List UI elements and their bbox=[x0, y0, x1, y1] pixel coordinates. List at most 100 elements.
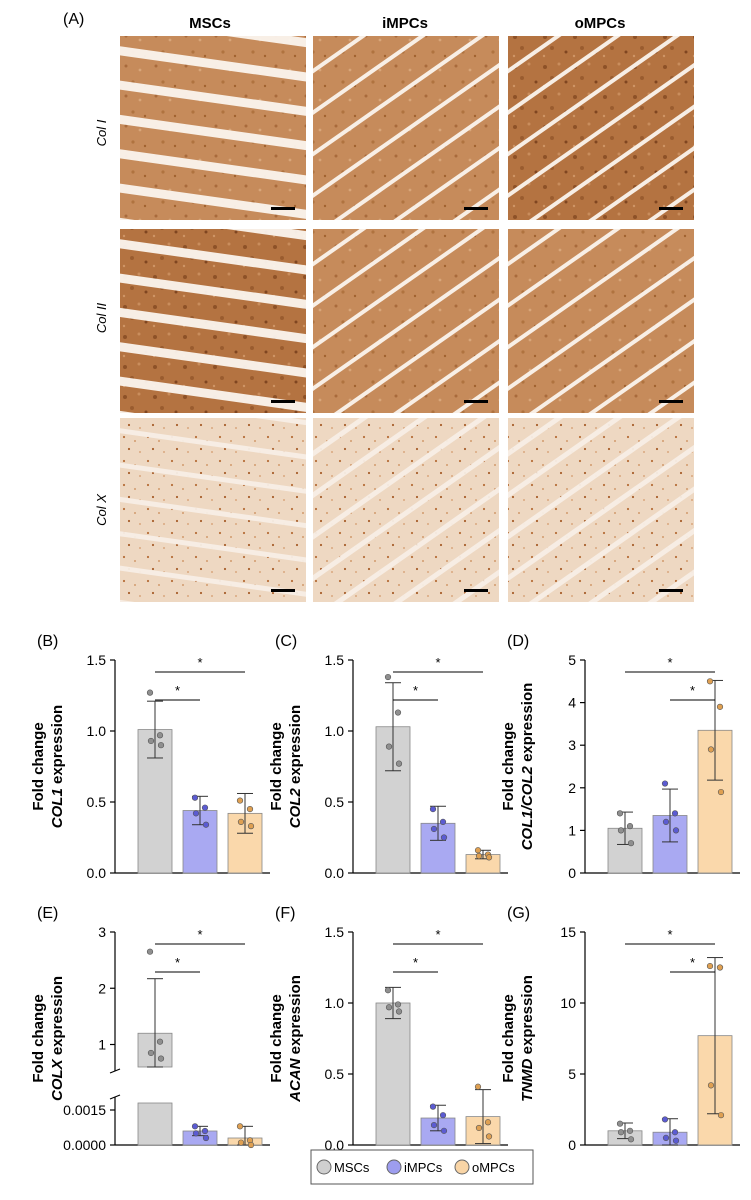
legend: MSCs iMPCs oMPCs bbox=[310, 1149, 534, 1185]
y-axis-gene-label: COL2 bbox=[287, 788, 304, 829]
y-axis-label-line1: Fold change bbox=[268, 994, 285, 1082]
legend-label-impcs: iMPCs bbox=[404, 1160, 443, 1175]
y-axis-label-line2: COL1/COL2 expression bbox=[519, 683, 536, 851]
data-point-mscs bbox=[626, 1127, 634, 1134]
significance-star: * bbox=[413, 683, 418, 698]
y-tick-label: 1.0 bbox=[325, 723, 345, 739]
data-point-mscs bbox=[147, 737, 155, 745]
y-tick-label: 1.5 bbox=[325, 652, 345, 668]
legend-box bbox=[310, 1149, 534, 1185]
y-tick-label: 1.5 bbox=[325, 924, 345, 940]
data-point-mscs bbox=[156, 1038, 164, 1045]
data-point-ompcs bbox=[706, 678, 714, 685]
data-point-mscs bbox=[627, 1136, 635, 1143]
data-point-impcs bbox=[671, 1129, 679, 1136]
data-point-impcs bbox=[192, 810, 200, 817]
y-axis-label-line1: Fold change bbox=[500, 722, 517, 810]
data-point-impcs bbox=[440, 1127, 448, 1134]
data-point-impcs bbox=[672, 1137, 680, 1144]
y-axis-label-line1: Fold change bbox=[30, 722, 47, 810]
y-tick-label: 2 bbox=[98, 980, 106, 996]
data-point-mscs bbox=[147, 1049, 155, 1057]
significance-star: * bbox=[435, 927, 440, 942]
y-tick-label: 0 bbox=[568, 1137, 576, 1153]
data-point-mscs bbox=[146, 689, 154, 696]
y-tick-label: 10 bbox=[560, 995, 576, 1011]
row-header-col-i: Col I bbox=[94, 119, 109, 146]
axis-break-mark bbox=[109, 1094, 121, 1100]
scale-bar bbox=[464, 589, 488, 592]
significance-star: * bbox=[690, 955, 695, 970]
data-point-impcs bbox=[440, 834, 448, 841]
data-point-mscs bbox=[394, 1001, 402, 1008]
micrograph-col-x-mscs bbox=[120, 418, 306, 602]
data-point-impcs bbox=[191, 794, 199, 801]
data-point-impcs bbox=[439, 1112, 447, 1119]
y-axis-label-line2: COLX expression bbox=[49, 976, 66, 1101]
scale-bar bbox=[271, 207, 295, 210]
scale-bar bbox=[271, 589, 295, 592]
y-tick-label: 0.5 bbox=[325, 794, 345, 810]
data-point-impcs bbox=[661, 780, 669, 787]
y-axis-label-line1: Fold change bbox=[30, 994, 47, 1082]
y-axis-gene-label: COL1 bbox=[49, 788, 66, 828]
bar-charts: (B)Fold change COL1 expression0.00.51.01.… bbox=[30, 633, 740, 1153]
data-point-mscs bbox=[616, 810, 624, 817]
y-tick-label: 3 bbox=[98, 924, 106, 940]
data-point-ompcs bbox=[246, 805, 254, 813]
y-axis-label-line1: Fold change bbox=[268, 722, 285, 810]
y-tick-label: 0.5 bbox=[325, 1066, 345, 1082]
data-point-ompcs bbox=[237, 1139, 245, 1146]
micrograph-col-i-mscs bbox=[120, 36, 306, 220]
data-point-mscs bbox=[384, 987, 392, 994]
panel-tag-d: (D) bbox=[507, 633, 529, 650]
data-point-impcs bbox=[430, 825, 438, 833]
data-point-impcs bbox=[429, 805, 437, 813]
y-tick-label: 1.0 bbox=[87, 723, 107, 739]
chart-b: (B) Fold change COL1 expression 0.0 0.5 1.0 1.… bbox=[30, 633, 270, 881]
y-axis-label-line2: ACAN expression bbox=[287, 975, 304, 1103]
y-axis-gene-label: TNMD bbox=[519, 1058, 536, 1101]
chart-c: (C) Fold change COL2 expression 0.0 0.5 1.0 1.… bbox=[268, 633, 508, 881]
data-point-ompcs bbox=[475, 852, 483, 860]
panel-a-tag: (A) bbox=[63, 11, 84, 28]
data-point-impcs bbox=[672, 827, 680, 834]
data-point-impcs bbox=[201, 804, 209, 811]
data-point-impcs bbox=[201, 1127, 209, 1135]
panel-tag-b: (B) bbox=[37, 633, 58, 650]
data-point-mscs bbox=[156, 732, 164, 739]
data-point-impcs bbox=[662, 1134, 670, 1141]
data-point-ompcs bbox=[474, 847, 482, 854]
bar-mscs-lower bbox=[137, 1102, 173, 1146]
y-axis-suffix: expression bbox=[519, 683, 536, 766]
y-tick-label: 0 bbox=[568, 865, 576, 881]
data-point-mscs bbox=[617, 1129, 625, 1136]
data-point-impcs bbox=[429, 1103, 437, 1110]
panel-tag-e: (E) bbox=[37, 905, 58, 922]
y-tick-label: 3 bbox=[568, 737, 576, 753]
micrograph-col-x-impcs bbox=[313, 418, 499, 602]
legend-marker-mscs bbox=[316, 1159, 332, 1175]
y-tick-label: 0.5 bbox=[87, 794, 107, 810]
data-point-ompcs bbox=[247, 1141, 255, 1149]
column-header-impcs: iMPCs bbox=[382, 15, 428, 32]
chart-g: (G) Fold change TNMD expression 0 5 10 15 * * bbox=[500, 905, 740, 1153]
data-point-mscs bbox=[385, 743, 393, 750]
y-tick-label: 15 bbox=[560, 924, 576, 940]
data-point-ompcs bbox=[475, 1124, 483, 1132]
data-point-ompcs bbox=[716, 703, 724, 710]
legend-marker-ompcs bbox=[454, 1159, 470, 1175]
data-point-ompcs bbox=[474, 1083, 482, 1090]
panel-tag-c: (C) bbox=[275, 633, 297, 650]
scale-bar bbox=[659, 400, 683, 403]
panel-tag-g: (G) bbox=[507, 905, 530, 922]
y-axis-gene-label: COL1/COL2 bbox=[519, 765, 536, 850]
y-tick-label: 1 bbox=[98, 1037, 106, 1053]
scale-bar bbox=[271, 400, 295, 403]
y-tick-label: 0.0 bbox=[87, 865, 107, 881]
data-point-mscs bbox=[617, 827, 625, 834]
data-point-ompcs bbox=[707, 1082, 715, 1089]
micrograph-col-ii-mscs bbox=[120, 229, 306, 413]
data-point-mscs bbox=[395, 760, 403, 767]
y-tick-label: 5 bbox=[568, 652, 576, 668]
